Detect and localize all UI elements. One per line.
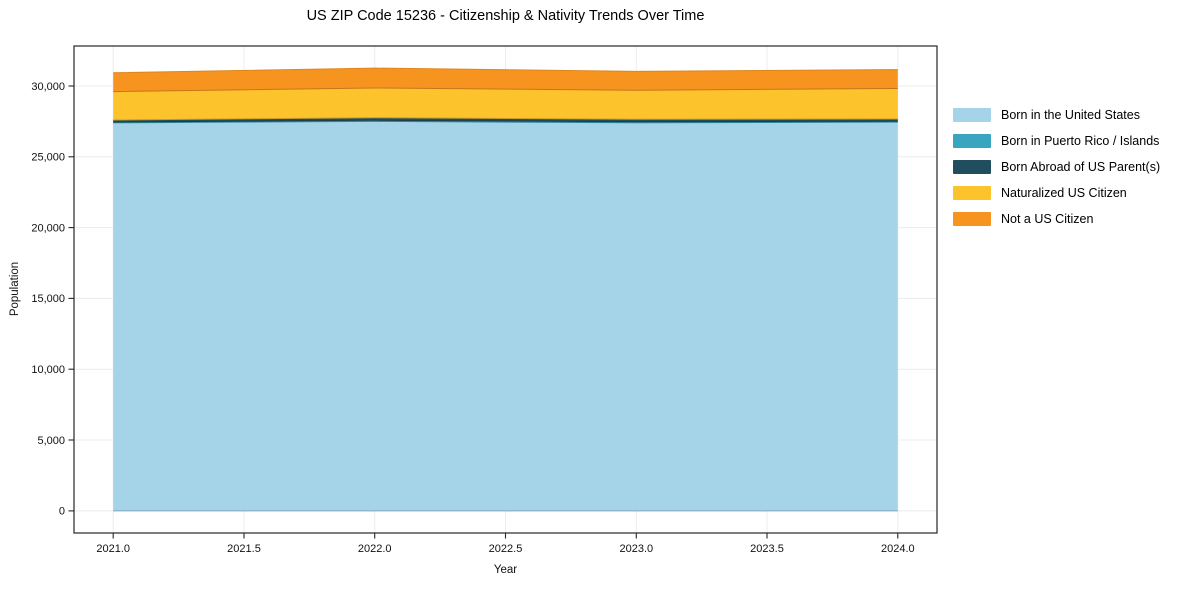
chart-title: US ZIP Code 15236 - Citizenship & Nativi… [306, 8, 705, 24]
legend-item-born-abroad-of-us-parents: Born Abroad of US Parent(s) [953, 160, 1160, 174]
legend-swatch-naturalized-us-citizen [953, 186, 991, 200]
y-tick-label: 5,000 [37, 435, 65, 447]
area-born-in-the-united-states [113, 121, 898, 511]
x-tick-label: 2021.5 [227, 543, 261, 555]
edge-naturalized-us-citizen-edge [113, 117, 898, 121]
legend-swatch-born-abroad-of-us-parents [953, 160, 991, 174]
legend-label: Born in Puerto Rico / Islands [1001, 134, 1160, 148]
y-tick-label: 10,000 [31, 364, 65, 376]
edge-not-a-us-citizen-edge [113, 87, 898, 93]
legend-label: Naturalized US Citizen [1001, 186, 1127, 200]
y-tick-label: 0 [59, 506, 65, 518]
area-naturalized-us-citizen [113, 88, 898, 120]
y-tick-label: 25,000 [31, 152, 65, 164]
legend: Born in the United States Born in Puerto … [953, 108, 1160, 238]
y-tick-label: 15,000 [31, 293, 65, 305]
area-not-a-us-citizen [113, 68, 898, 92]
x-tick-label: 2022.5 [489, 543, 523, 555]
x-tick-label: 2022.0 [358, 543, 392, 555]
legend-item-born-in-puerto-rico-islands: Born in Puerto Rico / Islands [953, 134, 1160, 148]
y-tick-label: 30,000 [31, 81, 65, 93]
legend-label: Born in the United States [1001, 108, 1140, 122]
legend-item-naturalized-us-citizen: Naturalized US Citizen [953, 186, 1160, 200]
y-tick-label: 20,000 [31, 222, 65, 234]
x-tick-label: 2021.0 [96, 543, 130, 555]
x-tick-label: 2023.5 [750, 543, 784, 555]
legend-label: Not a US Citizen [1001, 212, 1094, 226]
legend-item-born-in-the-united-states: Born in the United States [953, 108, 1160, 122]
axes: 2021.0 2021.5 2022.0 2022.5 2023.0 2023.5 2024… [31, 45, 938, 555]
legend-item-not-a-us-citizen: Not a US Citizen [953, 212, 1160, 226]
plot-border [73, 45, 938, 534]
edge-not-a-us-citizen-top-edge [113, 67, 898, 74]
legend-swatch-born-in-the-united-states [953, 108, 991, 122]
area-born-abroad-of-us-parents [113, 117, 898, 122]
x-tick-label: 2023.0 [619, 543, 653, 555]
edge-born-abroad-of-us-parents-edge [113, 119, 898, 123]
edge-born-in-puerto-rico-islands-edge [113, 120, 898, 124]
legend-swatch-not-a-us-citizen [953, 212, 991, 226]
x-axis-label: Year [493, 564, 518, 576]
legend-label: Born Abroad of US Parent(s) [1001, 160, 1161, 174]
x-tick-label: 2024.0 [881, 543, 915, 555]
y-axis-label: Population [9, 261, 21, 317]
legend-swatch-born-in-puerto-rico-islands [953, 134, 991, 148]
